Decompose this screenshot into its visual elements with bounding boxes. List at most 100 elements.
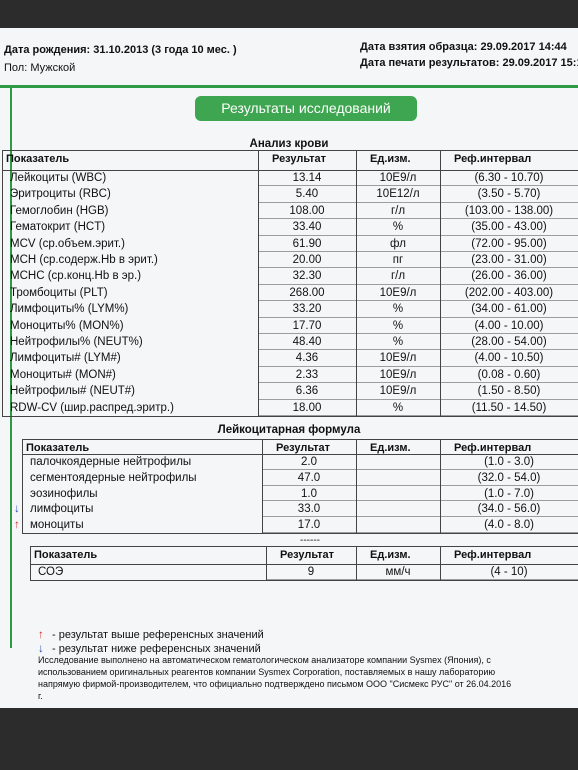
indicator-name: Эритроциты (RBC)	[10, 188, 111, 201]
result: 33.0	[297, 503, 321, 516]
unit: 10E9/л	[379, 172, 417, 184]
reference: (1.0 - 7.0)	[484, 487, 534, 500]
unit: г/л	[390, 204, 406, 217]
row-rule	[258, 365, 578, 367]
sex: Пол: Мужской	[4, 62, 76, 74]
result: 48.40	[292, 336, 322, 348]
bottom-rule	[2, 416, 578, 417]
footnote: Исследование выполнено на автоматическом…	[38, 655, 512, 701]
indicator-name: RDW-CV (шир.распред.эритр.)	[10, 401, 174, 414]
column-header: Ед.изм.	[370, 549, 411, 561]
result: 6.36	[295, 385, 319, 398]
result: 18.00	[292, 401, 322, 414]
indicator-name: палочкоядерные нейтрофилы	[30, 456, 192, 468]
row-rule	[262, 484, 578, 486]
unit: 10E9/л	[379, 385, 417, 398]
indicator-name: Моноциты# (MON#)	[10, 368, 116, 381]
sample-date: Дата взятия образца: 29.09.2017 14:44	[360, 41, 567, 53]
result: 13.14	[292, 172, 322, 184]
reference: (26.00 - 36.00)	[471, 270, 547, 283]
divider: ------	[300, 535, 320, 546]
column-rule	[440, 439, 441, 533]
unit: мм/ч	[385, 566, 411, 578]
row-rule	[258, 349, 578, 351]
unit: фл	[390, 237, 406, 250]
indicator-name: Гематокрит (HCT)	[10, 221, 106, 234]
row-rule	[258, 201, 578, 203]
result: 2.0	[301, 456, 317, 468]
legend-text: - результат выше референсных значений	[52, 629, 264, 641]
column-header: Реф.интервал	[454, 442, 532, 454]
indicator-name: Лимфоциты# (LYM#)	[10, 352, 121, 365]
column-rule	[356, 439, 357, 533]
indicator-name: Лимфоциты% (LYM%)	[10, 303, 129, 316]
column-rule	[262, 439, 263, 533]
reference: (35.00 - 43.00)	[471, 221, 547, 234]
reference: (4.00 - 10.00)	[474, 319, 544, 332]
document: Дата рождения: 31.10.2013 (3 года 10 мес…	[0, 28, 578, 708]
indicator-name: эозинофилы	[30, 487, 98, 500]
reference: (23.00 - 31.00)	[471, 254, 547, 266]
reference: (0.08 - 0.60)	[477, 368, 541, 381]
reference: (32.0 - 54.0)	[477, 471, 541, 484]
header-rule	[2, 170, 578, 171]
unit: г/л	[390, 270, 406, 283]
indicator-name: лимфоциты	[30, 503, 94, 516]
unit: 10E9/л	[379, 286, 417, 299]
indicator-name: Тромбоциты (PLT)	[10, 286, 108, 299]
row-rule	[258, 415, 578, 416]
unit: 10E9/л	[379, 368, 417, 381]
column-rule	[440, 546, 441, 580]
column-header: Реф.интервал	[454, 549, 532, 561]
result: 9	[307, 566, 315, 578]
indicator-name: MCHC (ср.конц.Hb в эр.)	[10, 270, 142, 283]
column-rule	[266, 546, 267, 580]
result: 47.0	[297, 471, 321, 484]
print-date: Дата печати результатов: 29.09.2017 15:1	[360, 57, 578, 69]
header-rule	[22, 439, 578, 440]
column-header: Результат	[280, 549, 335, 561]
result: 33.40	[292, 221, 322, 234]
indicator-name: Гемоглобин (HGB)	[10, 204, 109, 217]
flag-arrow: ↑	[14, 519, 20, 532]
indicator-name: MCH (ср.содерж.Hb в эрит.)	[10, 254, 158, 266]
result: 108.00	[289, 204, 325, 217]
row-rule	[258, 333, 578, 334]
unit: %	[392, 221, 404, 234]
reference: (103.00 - 138.00)	[464, 204, 554, 217]
row-rule	[258, 316, 578, 318]
row-rule	[258, 398, 578, 400]
column-rule	[356, 546, 357, 580]
legend-text: - результат ниже референсных значений	[52, 643, 261, 655]
reference: (1.50 - 8.50)	[477, 385, 541, 398]
row-rule	[262, 500, 578, 502]
reference: (11.50 - 14.50)	[471, 401, 547, 414]
bottom-rule	[30, 580, 578, 581]
reference: (4.00 - 10.50)	[474, 352, 544, 365]
reference: (72.00 - 95.00)	[471, 237, 547, 250]
section-title: Лейкоцитарная формула	[217, 424, 361, 436]
column-rule	[22, 439, 23, 533]
reference: (34.00 - 61.00)	[471, 303, 547, 316]
row-rule	[258, 251, 578, 252]
indicator-name: Лейкоциты (WBC)	[10, 172, 107, 184]
result: 2.33	[295, 368, 319, 381]
header-rule	[22, 454, 578, 455]
row-rule	[258, 267, 578, 269]
reference: (4 - 10)	[490, 566, 528, 578]
indicator-name: СОЭ	[38, 566, 64, 578]
banner: Результаты исследований	[195, 96, 417, 121]
row-rule	[262, 468, 578, 470]
unit: пг	[392, 254, 404, 266]
green-left	[10, 88, 12, 648]
reference: (28.00 - 54.00)	[471, 336, 547, 348]
result: 268.00	[289, 286, 325, 299]
result: 1.0	[301, 487, 317, 500]
unit: %	[392, 336, 404, 348]
legend-arrow: ↑	[38, 629, 44, 641]
column-header: Ед.изм.	[370, 442, 411, 454]
column-header: Ед.изм.	[370, 153, 411, 165]
row-rule	[258, 218, 578, 220]
column-header: Результат	[276, 442, 331, 454]
